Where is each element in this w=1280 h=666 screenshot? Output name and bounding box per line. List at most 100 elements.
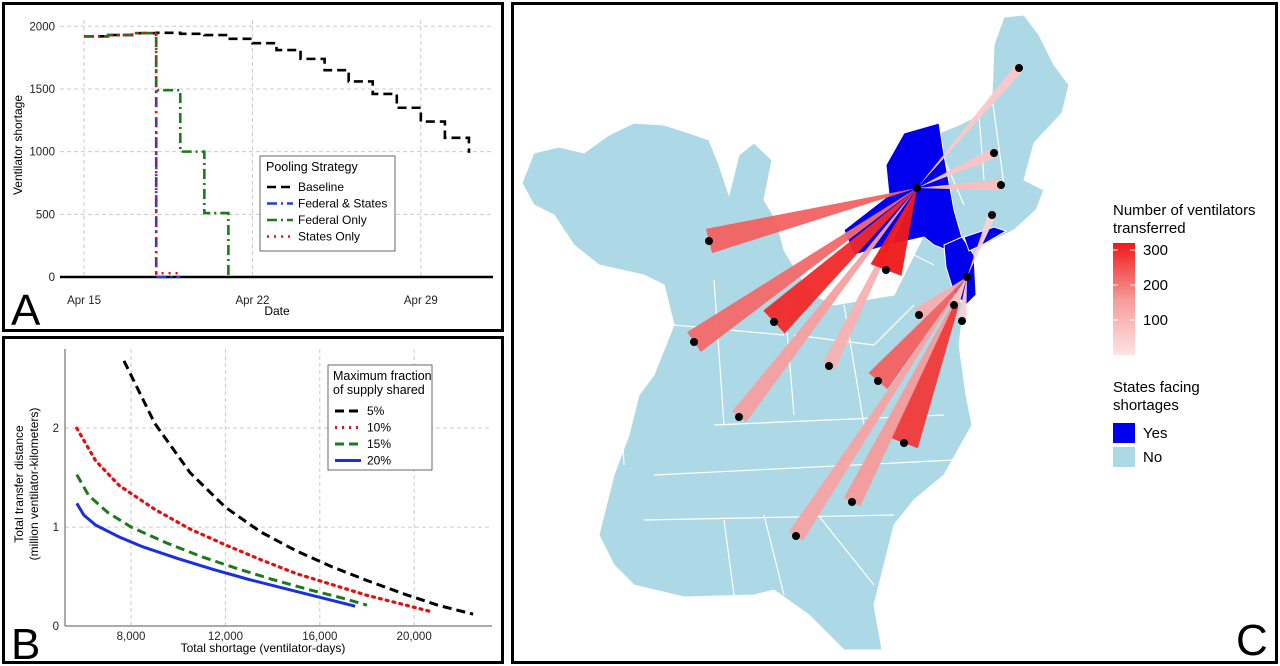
chart-b-legend-label: 20% (367, 454, 391, 468)
chart-a-y-ticks: 0 500 1000 1500 2000 (29, 21, 55, 284)
state-dot (988, 211, 996, 219)
chart-a-series-federal-states (84, 31, 181, 279)
chart-b-ylabel-2: (million ventilator-kilometers) (27, 408, 41, 561)
state-dot (1015, 64, 1023, 72)
flow-virginia (868, 277, 967, 390)
chart-a-x-tick-label: Apr 22 (235, 295, 269, 307)
map-c: Number of ventilators transferred 300 200… (521, 14, 1268, 661)
chart-a-legend-items: Baseline Federal & States Federal Only Stat… (267, 180, 387, 244)
chart-a-series-baseline (84, 31, 471, 153)
state-dot (997, 181, 1005, 189)
state-dot (848, 498, 856, 506)
chart-a-series (84, 31, 471, 279)
state-dot (963, 273, 971, 281)
flow-new-hampshire (917, 148, 997, 188)
chart-b: 0 1 2 8,000 12,000 16,000 20,000 Total shorta… (11, 349, 492, 661)
flow-kentucky (732, 188, 917, 423)
state-dot (915, 311, 923, 319)
chart-a-legend: Pooling Strategy Baseline Federal & State… (259, 155, 396, 252)
flow-north-carolina (890, 277, 967, 449)
legend-label-no: No (1143, 449, 1162, 466)
flow-maryland (914, 277, 967, 321)
chart-b-x-tick-label: 8,000 (117, 631, 146, 643)
state-dot (950, 301, 958, 309)
chart-b-ylabel: Total transfer distance (12, 425, 26, 543)
chart-a-legend-title: Pooling Strategy (266, 160, 358, 174)
legend-swatch-no (1113, 447, 1135, 467)
panel-c-letter: C (1236, 616, 1268, 661)
state-dot (913, 184, 921, 192)
chart-b-series-15pct (75, 473, 368, 607)
chart-b-legend-label: 5% (367, 404, 385, 418)
chart-a-x-tick-label: Apr 29 (404, 295, 438, 307)
state-dot (990, 149, 998, 157)
map-borders (613, 96, 1005, 596)
chart-b-x-tick-label: 20,000 (397, 631, 432, 643)
map-legend-colorbar: Number of ventilators transferred 300 200… (1113, 202, 1256, 355)
legend-swatch-yes (1113, 423, 1135, 443)
legend-label-yes: Yes (1143, 425, 1167, 442)
state-dot (792, 532, 800, 540)
flow-south-carolina (843, 277, 967, 507)
chart-a-y-tick-label: 2000 (29, 21, 55, 33)
chart-a-legend-label: States Only (298, 230, 360, 244)
chart-b-y-tick-label: 0 (53, 621, 59, 633)
chart-a-y-tick-label: 0 (49, 272, 55, 284)
flow-illinois (687, 188, 917, 352)
map-state-new-jersey (943, 236, 977, 306)
map-flows (687, 64, 1023, 541)
chart-a-ylabel: Ventilator shortage (11, 95, 25, 195)
chart-b-legend-label: 15% (367, 437, 391, 451)
chart-b-y-tick-label: 1 (53, 522, 59, 534)
chart-b-x-tick-label: 12,000 (208, 631, 243, 643)
chart-a-legend-label: Federal Only (298, 213, 367, 227)
chart-a-xlabel: Date (264, 304, 290, 318)
state-dot (874, 377, 882, 385)
state-dot (958, 317, 966, 325)
chart-b-legend-box (327, 364, 433, 471)
chart-a-y-tick-label: 500 (36, 209, 55, 221)
state-dot (900, 439, 908, 447)
state-dot (705, 237, 713, 245)
map-colorbar-ticks: 300 200 100 (1113, 242, 1168, 329)
colorbar-tick-label: 300 (1143, 242, 1168, 259)
chart-a-y-tick-label: 1500 (29, 84, 55, 96)
chart-b-legend: Maximum fraction of supply shared 5% 10% 1… (327, 364, 433, 471)
colorbar-tick-label: 200 (1143, 277, 1168, 294)
state-dot (690, 338, 698, 346)
chart-b-legend-title-2: of supply shared (333, 383, 425, 397)
chart-a-x-ticks: Apr 15 Apr 22 Apr 29 (67, 295, 438, 307)
colorbar-tick-label: 100 (1143, 312, 1168, 329)
panel-c: Number of ventilators transferred 300 200… (511, 2, 1278, 664)
map-legend1-title-2: transferred (1113, 220, 1186, 237)
flow-pennsylvania (870, 188, 917, 276)
chart-a-series-states-only (84, 31, 181, 277)
state-dot (735, 413, 743, 421)
flow-georgia (789, 277, 967, 541)
chart-b-series-10pct (75, 426, 435, 614)
state-dot (825, 362, 833, 370)
chart-b-legend-label: 10% (367, 421, 391, 435)
chart-a-grid (60, 20, 493, 278)
chart-b-series (75, 360, 474, 616)
chart-b-x-ticks: 8,000 12,000 16,000 20,000 (117, 631, 432, 643)
panel-a-letter: A (11, 286, 41, 329)
map-colorbar (1113, 243, 1135, 355)
chart-b-y-ticks: 0 1 2 (53, 423, 59, 633)
flow-massachusetts (917, 179, 1002, 191)
state-dot (882, 266, 890, 274)
chart-a-x-tick-label: Apr 15 (67, 295, 101, 307)
chart-b-xlabel: Total shortage (ventilator-days) (181, 641, 346, 655)
state-dot (770, 318, 778, 326)
map-legend2-title-2: shortages (1113, 397, 1179, 414)
panel-a: 0 500 1000 1500 2000 Apr 15 Apr 22 Apr 29 Date… (2, 2, 504, 332)
chart-a: 0 500 1000 1500 2000 Apr 15 Apr 22 Apr 29 Date… (11, 20, 493, 329)
flow-michigan (705, 188, 917, 254)
flow-rhode-island (967, 213, 996, 277)
chart-b-series-20pct (75, 502, 356, 608)
chart-a-legend-label: Federal & States (298, 197, 387, 211)
map-legend-shortage: States facing shortages Yes No (1113, 379, 1200, 467)
chart-b-y-tick-label: 2 (53, 423, 59, 435)
map-dots (690, 64, 1023, 540)
panel-b-letter: B (11, 620, 40, 661)
